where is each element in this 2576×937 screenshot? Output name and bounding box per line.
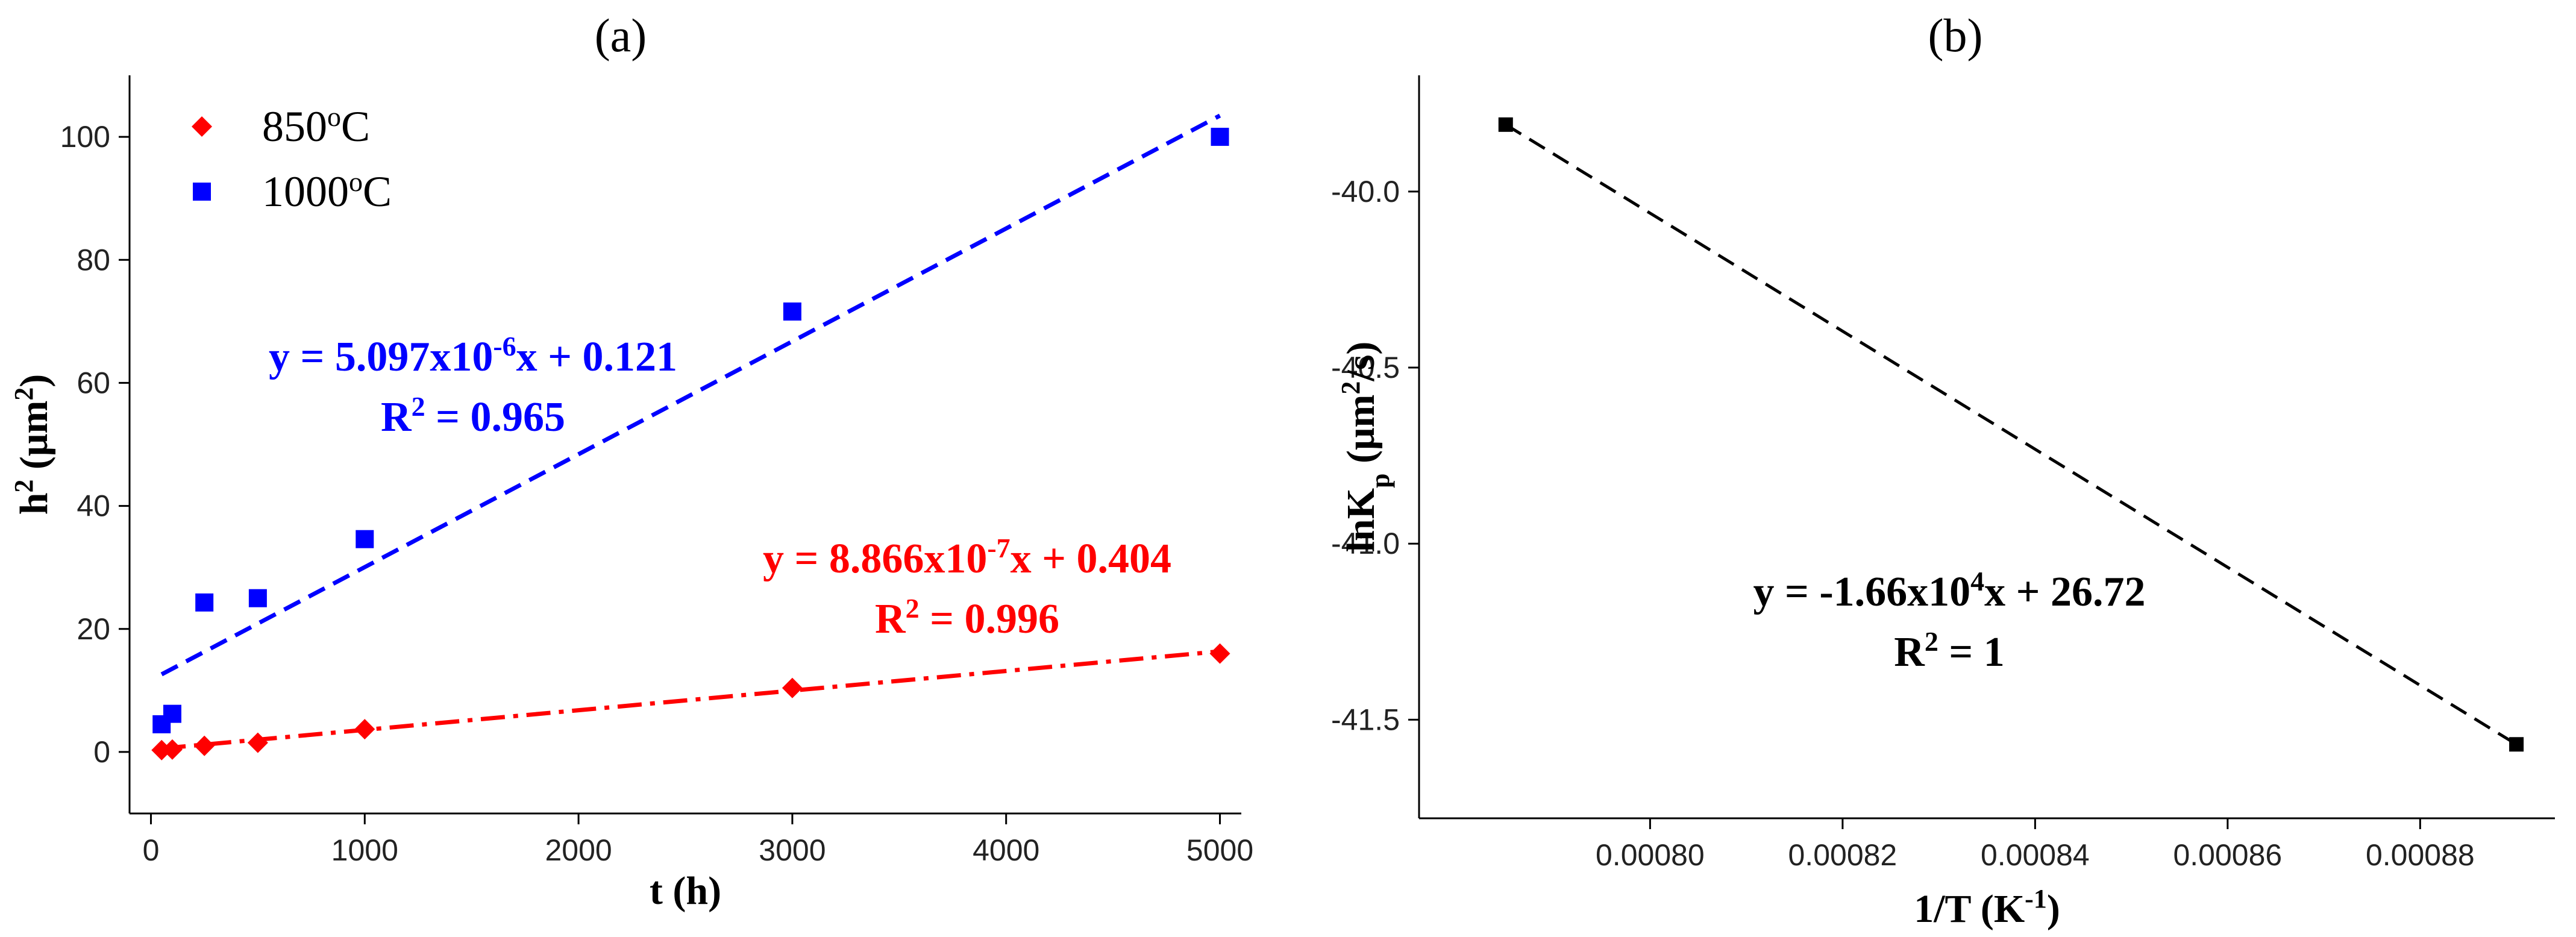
- data-point: [247, 732, 268, 753]
- x-tick-label: 0.00086: [2173, 838, 2282, 872]
- y-tick-label: 20: [77, 612, 110, 646]
- fit-line: [161, 649, 1220, 751]
- fit-line: [160, 113, 1221, 677]
- panel-label: (b): [1928, 9, 1983, 61]
- data-point: [1211, 128, 1229, 146]
- x-tick-label: 0: [143, 833, 160, 867]
- y-tick-label: 60: [77, 366, 110, 400]
- fit-line: [1505, 123, 2518, 746]
- fit-equation-1000c: y = 5.097x10-6x + 0.121: [269, 331, 677, 381]
- y-tick-label: -40.5: [1331, 351, 1400, 384]
- y-tick-label: 100: [60, 120, 110, 154]
- y-tick-label: -40.0: [1331, 175, 1400, 208]
- x-axis-title: 1/T (K-1): [1914, 884, 2060, 932]
- data-point: [1209, 643, 1230, 664]
- legend-label-1000c: 1000oC: [262, 166, 392, 216]
- x-tick-label: 1000: [331, 833, 398, 867]
- annotations: y = 5.097x10-6x + 0.121 R2 = 0.965 y = 8.8…: [269, 331, 2146, 676]
- legend: 850oC 1000oC: [192, 101, 392, 216]
- x-axis-title: t (h): [650, 869, 721, 913]
- chart-panel-b: (b) 0.00080 0.00082 0.00084 0.00086 0.00088 -4…: [1331, 9, 2555, 931]
- y-tick-label: 80: [77, 243, 110, 277]
- series-850c: [151, 643, 1230, 760]
- r-squared-b: R2 = 1: [1894, 626, 2004, 676]
- data-point: [195, 593, 214, 612]
- x-tick-label: 4000: [973, 833, 1039, 867]
- legend-marker-850c: [192, 116, 212, 137]
- data-point: [163, 704, 181, 723]
- x-tick-label: 0.00088: [2366, 838, 2475, 872]
- y-tick-label: -41.0: [1331, 527, 1400, 560]
- data-point: [782, 677, 803, 698]
- fit-equation-850c: y = 8.866x10-7x + 0.404: [763, 533, 1171, 583]
- series-lnkp: [1498, 117, 2524, 752]
- x-tick-label: 0.00082: [1788, 838, 1898, 872]
- panel-label: (a): [595, 9, 647, 61]
- series-1000c: [152, 113, 1229, 733]
- y-axis-title: lnKp (μm2/s): [1336, 342, 1395, 553]
- y-tick-label: 40: [77, 489, 110, 523]
- legend-label-850c: 850oC: [262, 101, 370, 151]
- x-tick-label: 3000: [759, 833, 826, 867]
- data-point: [248, 589, 267, 607]
- chart-panel-a: (a) 0 1000 2000 3000 4000 5000 0 20 40 60 80 100 t (h…: [9, 9, 1254, 913]
- data-point: [161, 739, 183, 760]
- data-point: [1498, 117, 1513, 132]
- r-squared-1000c: R2 = 0.965: [381, 391, 565, 441]
- data-point: [194, 735, 215, 756]
- y-tick-label: -41.5: [1331, 703, 1400, 736]
- y-axis-title: h2 (μm2): [9, 374, 57, 515]
- x-tick-label: 0.00084: [1981, 838, 2090, 872]
- data-point: [783, 302, 801, 321]
- y-tick-label: 0: [93, 735, 110, 769]
- r-squared-850c: R2 = 0.996: [875, 593, 1059, 643]
- x-tick-label: 5000: [1186, 833, 1253, 867]
- data-point: [354, 719, 375, 740]
- data-point: [2509, 737, 2524, 752]
- legend-marker-1000c: [193, 183, 211, 201]
- fit-equation-b: y = -1.66x104x + 26.72: [1753, 566, 2145, 616]
- data-point: [356, 530, 374, 548]
- x-tick-label: 2000: [545, 833, 612, 867]
- x-tick-label: 0.00080: [1596, 838, 1705, 872]
